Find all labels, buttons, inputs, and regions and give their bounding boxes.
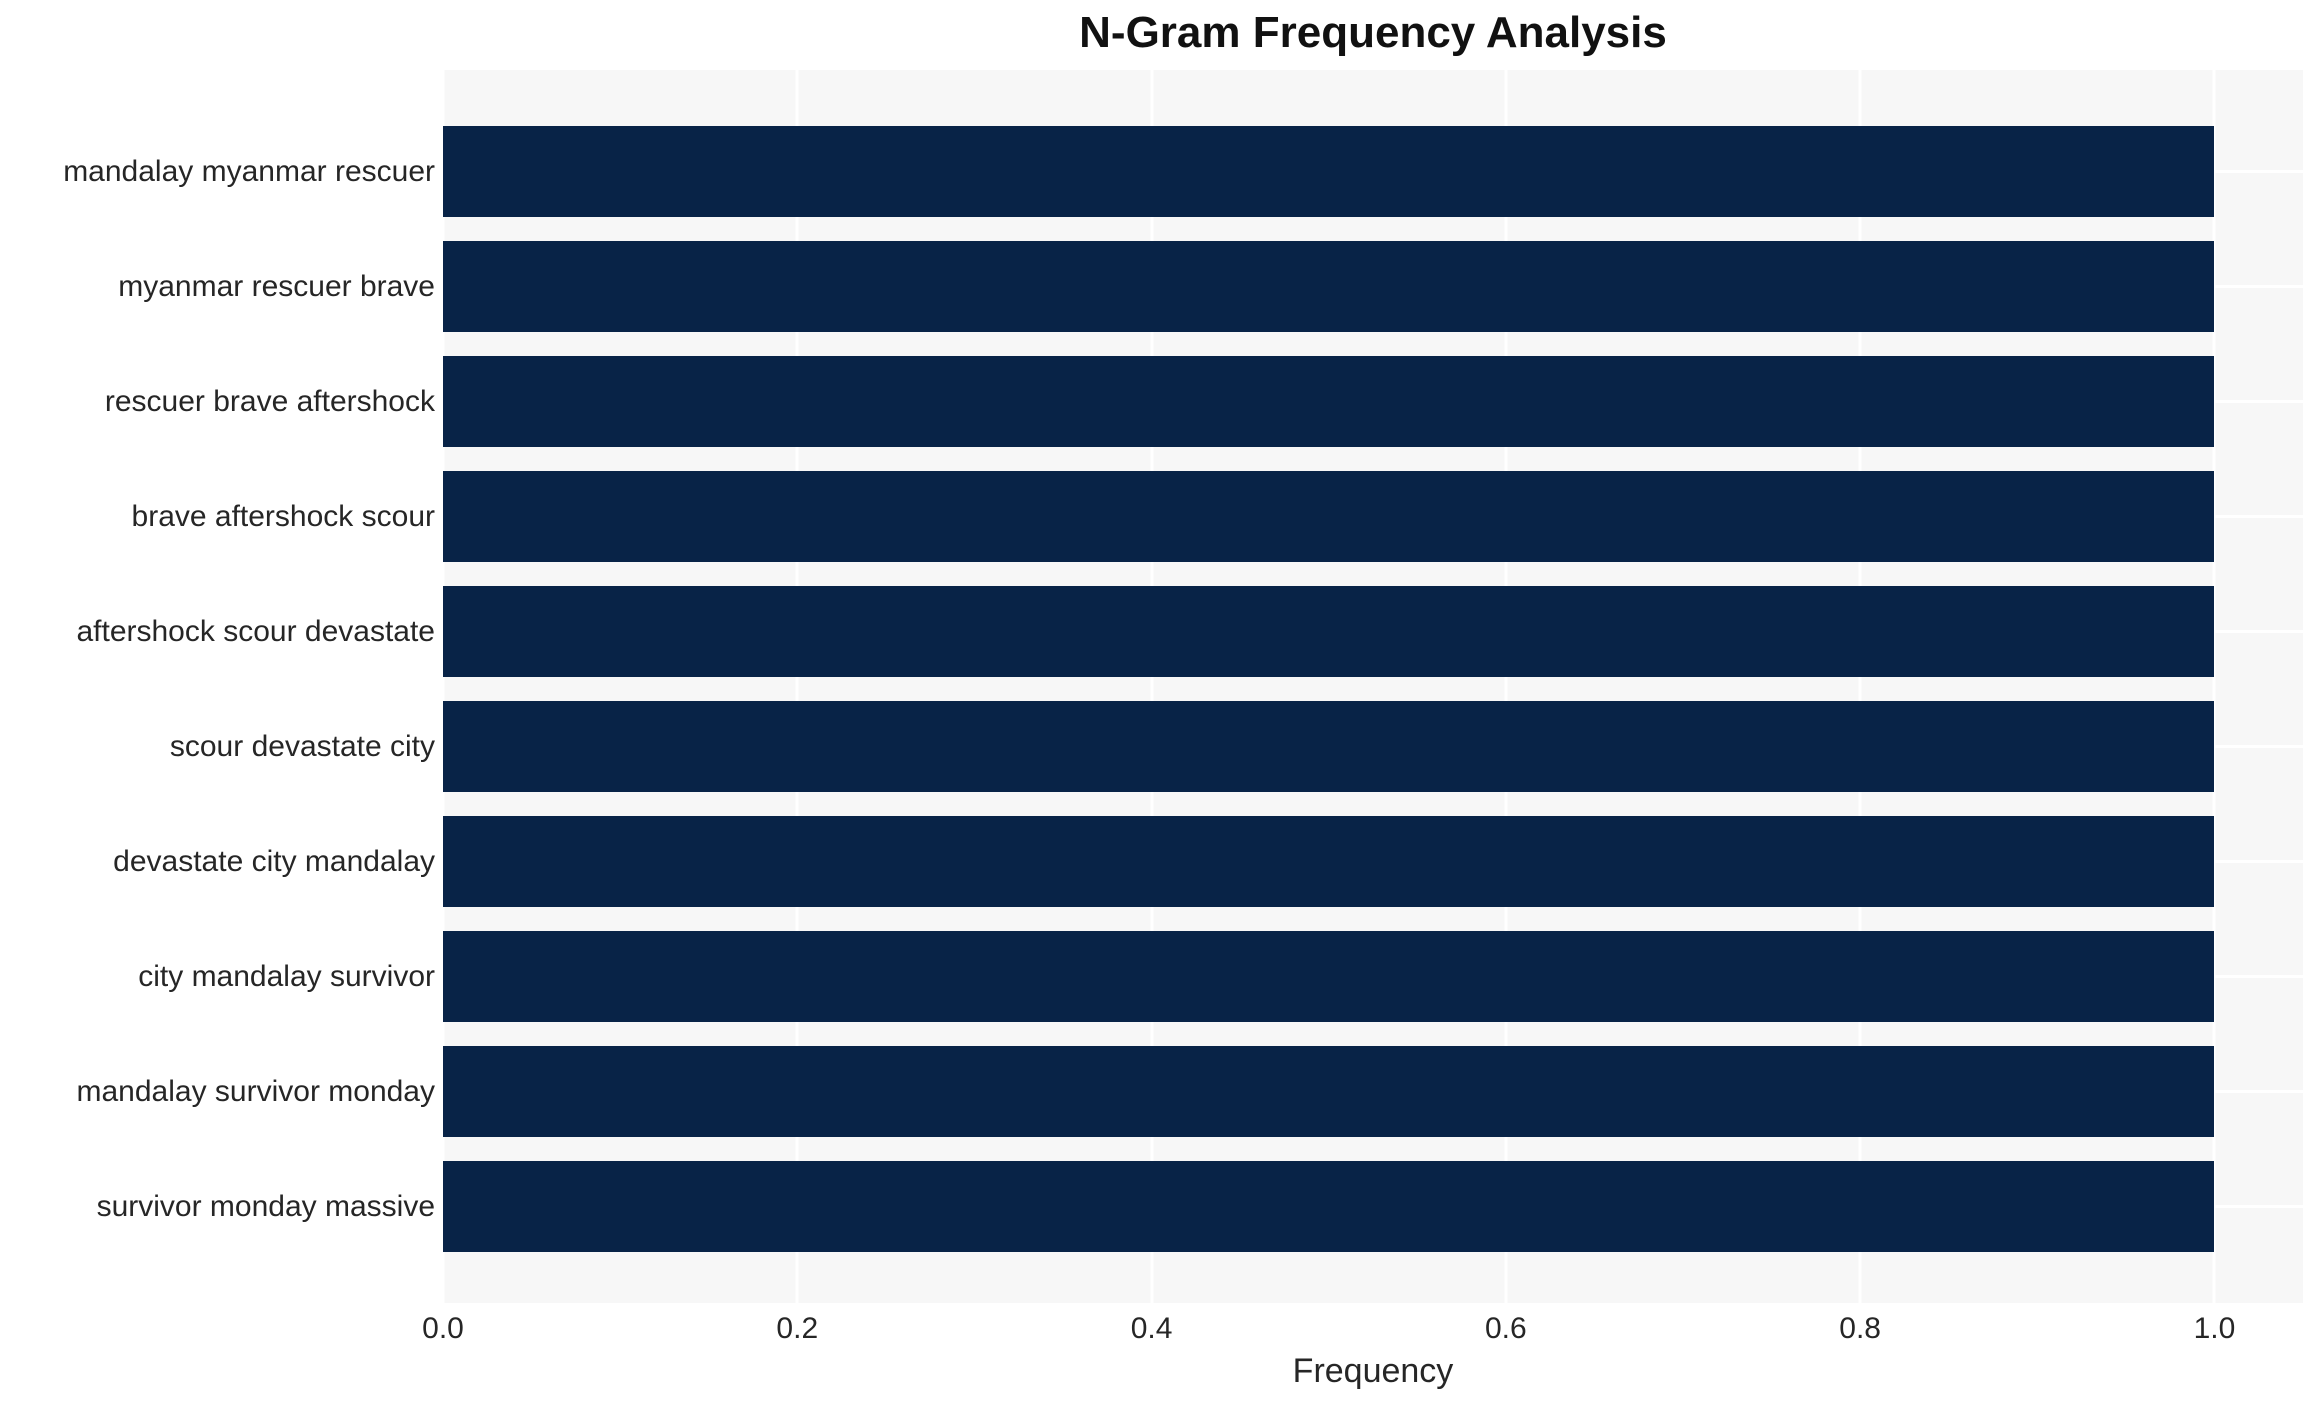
y-tick-label: mandalay myanmar rescuer (63, 154, 435, 188)
y-tick-label: myanmar rescuer brave (118, 269, 435, 303)
bar (443, 126, 2215, 217)
chart-row (443, 1149, 2303, 1264)
gridline-vertical (2212, 70, 2216, 1303)
x-tick-label: 0.2 (776, 1312, 819, 1345)
x-axis-ticks: 0.0 0.2 0.4 0.6 0.8 1.0 (422, 1312, 2303, 1348)
x-axis-label: Frequency (1292, 1352, 1454, 1390)
x-tick-label: 0.4 (1130, 1312, 1173, 1345)
chart-row (443, 114, 2303, 229)
chart-row (443, 574, 2303, 689)
gridline-vertical (1150, 70, 1154, 1303)
chart-title: N-Gram Frequency Analysis (1079, 8, 1667, 57)
chart-row (443, 344, 2303, 459)
bar (443, 1161, 2215, 1252)
gridline-vertical (795, 70, 799, 1303)
y-tick-label: devastate city mandalay (113, 844, 435, 878)
gridline-vertical (1504, 70, 1508, 1303)
bar (443, 241, 2215, 332)
x-tick-label: 0.8 (1839, 1312, 1881, 1345)
bar (443, 471, 2215, 562)
y-tick-label: brave aftershock scour (131, 499, 435, 533)
bar (443, 816, 2215, 907)
x-tick-label: 0.6 (1484, 1312, 1527, 1345)
bar-rows (443, 114, 2303, 1264)
chart-row (443, 459, 2303, 574)
y-tick-label: aftershock scour devastate (76, 614, 435, 648)
x-tick-label: 0.0 (422, 1312, 464, 1345)
plot-area (441, 70, 2303, 1303)
y-tick-label: scour devastate city (169, 729, 435, 763)
bar (443, 931, 2215, 1022)
chart-row (443, 229, 2303, 344)
gridline-vertical (441, 70, 445, 1303)
y-tick-label: survivor monday massive (96, 1189, 435, 1223)
bar (443, 701, 2215, 792)
chart-row (443, 804, 2303, 919)
gridline-vertical (1858, 70, 1862, 1303)
x-tick-label: 1.0 (2193, 1312, 2236, 1345)
y-tick-label: mandalay survivor monday (76, 1074, 436, 1108)
y-tick-label: rescuer brave aftershock (104, 384, 435, 418)
chart-row (443, 919, 2303, 1034)
chart-row (443, 689, 2303, 804)
bar (443, 1046, 2215, 1137)
bar (443, 356, 2215, 447)
bar (443, 586, 2215, 677)
y-tick-label: city mandalay survivor (138, 959, 435, 993)
chart-row (443, 1034, 2303, 1149)
